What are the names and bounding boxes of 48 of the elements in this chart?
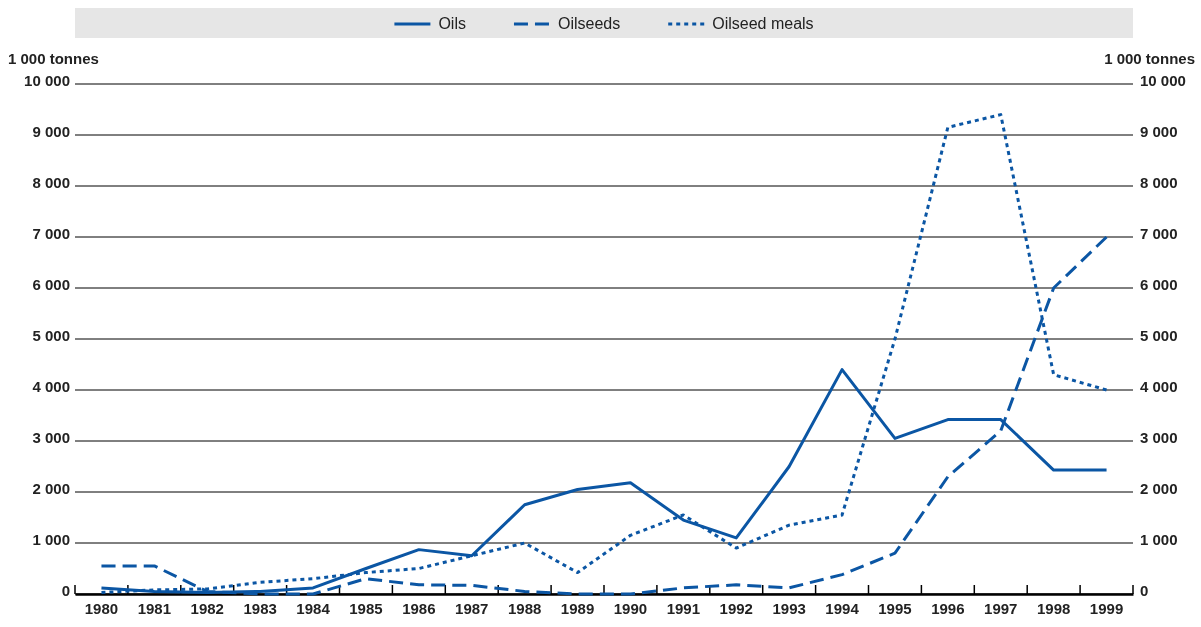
y-tick-label: 10 000 [24, 72, 70, 89]
x-tick-label: 1991 [666, 599, 701, 617]
y2-tick-label: 9 000 [1140, 123, 1178, 140]
x-tick-label: 1993 [772, 599, 806, 617]
legend-label: Oilseeds [557, 15, 621, 32]
y2-tick-label: 8 000 [1140, 174, 1178, 191]
y-tick-label: 7 000 [32, 225, 70, 242]
line-series [99, 113, 1109, 594]
x-tick-label: 1999 [1089, 599, 1124, 617]
y2-tick-label: 5 000 [1140, 327, 1178, 344]
x-tick-label: 1994 [825, 599, 860, 617]
x-tick-label: 1987 [455, 599, 489, 617]
y2-tick-label: 4 000 [1140, 378, 1178, 395]
y-tick-label: 4 000 [32, 378, 70, 395]
y2-tick-label: 0 [1140, 582, 1149, 599]
y2-tick-label: 7 000 [1140, 225, 1178, 242]
y2-axis-title: 1 000 tonnes [1104, 50, 1195, 67]
y-tick-label: 0 [61, 582, 70, 599]
x-tick-label: 1990 [613, 599, 648, 617]
x-tick-label: 1981 [137, 599, 172, 617]
y2-tick-label: 3 000 [1140, 429, 1178, 446]
x-tick-label: 1998 [1036, 599, 1071, 617]
x-tick-label: 1995 [878, 599, 912, 617]
y2-tick-label: 6 000 [1140, 276, 1178, 293]
y-tick-label: 6 000 [32, 276, 70, 293]
legend-label: Oils [438, 15, 466, 32]
x-tick-label: 1982 [190, 599, 224, 617]
legend-label: Oilseed meals [712, 15, 814, 32]
x-tick-label: 1988 [507, 599, 542, 617]
x-tick-label: 1986 [402, 599, 436, 617]
x-tick-label: 1989 [560, 599, 595, 617]
y2-tick-label: 1 000 [1140, 531, 1178, 548]
y-tick-label: 3 000 [32, 429, 70, 446]
x-tick-label: 1992 [719, 599, 753, 617]
y-tick-label: 5 000 [32, 327, 70, 344]
y-tick-label: 1 000 [32, 531, 70, 548]
y-tick-label: 8 000 [32, 174, 70, 191]
x-tick-label: 1996 [931, 599, 965, 617]
y-tick-label: 2 000 [32, 480, 70, 497]
y-tick-label: 9 000 [32, 123, 70, 140]
x-tick-label: 1983 [243, 599, 277, 617]
x-tick-label: 1984 [296, 599, 331, 617]
x-tick-label: 1980 [84, 599, 119, 617]
y-axis-title: 1 000 tonnes [8, 50, 99, 67]
y2-tick-label: 2 000 [1140, 480, 1178, 497]
x-tick-label: 1985 [349, 599, 383, 617]
x-tick-label: 1997 [984, 599, 1018, 617]
y2-tick-label: 10 000 [1140, 72, 1186, 89]
